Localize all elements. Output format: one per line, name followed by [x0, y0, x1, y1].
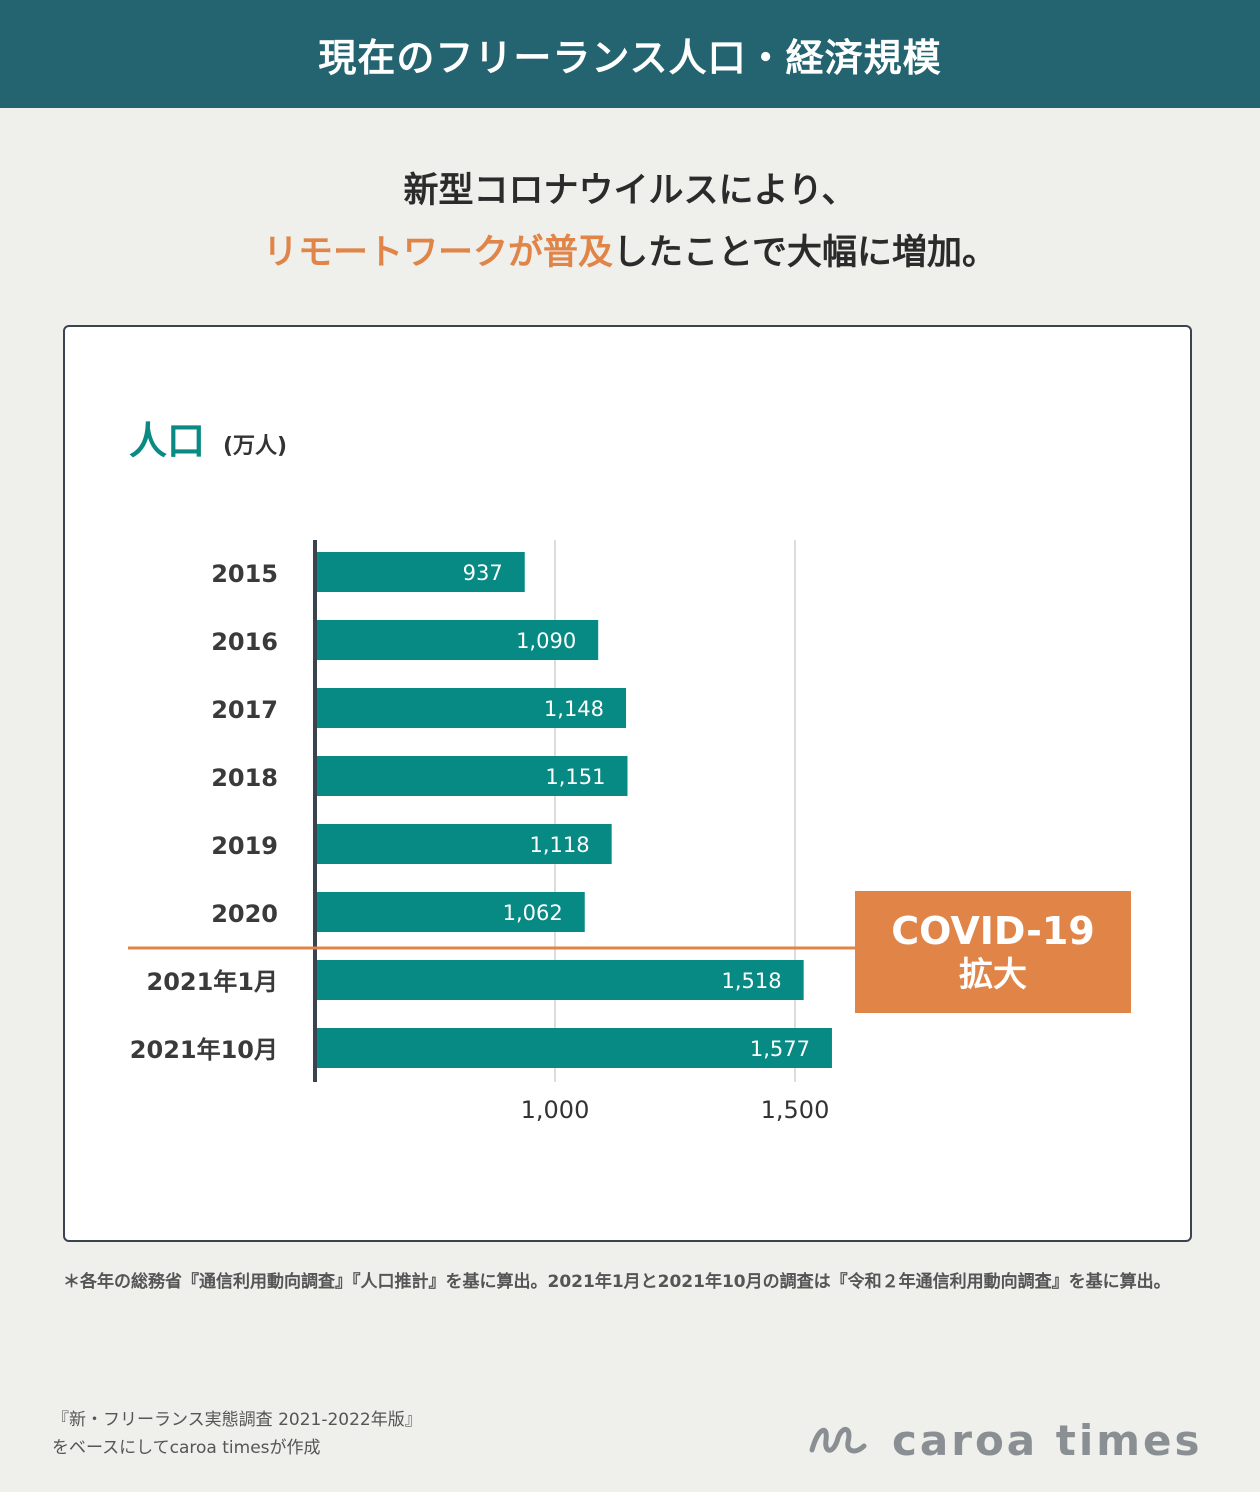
page-header: 現在のフリーランス人口・経済規模 — [0, 0, 1260, 108]
chart-title: 人口 — [129, 419, 206, 463]
category-label: 2017 — [211, 696, 278, 724]
bar-value-label: 937 — [463, 561, 503, 585]
bar-value-label: 1,148 — [544, 697, 604, 721]
bar-value-label: 1,062 — [503, 901, 563, 925]
source-credit-line-2: をベースにしてcaroa timesが作成 — [52, 1438, 321, 1458]
bar — [315, 824, 612, 864]
footnote: ＊各年の総務省『通信利用動向調査』『人口推計』を基に算出。2021年1月と202… — [63, 1272, 1171, 1292]
headline: 新型コロナウイルスにより、 リモートワークが普及したことで大幅に増加。 — [0, 160, 1260, 284]
bar — [315, 1028, 832, 1068]
category-label: 2015 — [211, 560, 278, 588]
source-credit: 『新・フリーランス実態調査 2021-2022年版』 をベースにしてcaroa … — [52, 1406, 422, 1462]
category-label: 2016 — [211, 628, 278, 656]
bar — [315, 688, 627, 728]
bar — [315, 620, 599, 660]
x-tick-label: 1,500 — [761, 1096, 830, 1124]
bar — [315, 960, 804, 1000]
bar-value-label: 1,118 — [530, 833, 590, 857]
bar-value-label: 1,577 — [750, 1037, 810, 1061]
bar — [315, 552, 525, 592]
category-label: 2021年1月 — [147, 968, 279, 996]
page-title: 現在のフリーランス人口・経済規模 — [318, 35, 942, 80]
category-label: 2019 — [211, 832, 278, 860]
logo-wordmark: caroa times — [892, 1415, 1203, 1465]
category-label: 2021年10月 — [130, 1036, 278, 1064]
category-label: 2020 — [211, 900, 278, 928]
headline-line-2: リモートワークが普及したことで大幅に増加。 — [0, 222, 1260, 284]
headline-line-1: 新型コロナウイルスにより、 — [403, 171, 857, 211]
source-credit-line-1: 『新・フリーランス実態調査 2021-2022年版』 — [52, 1410, 422, 1430]
covid-annotation-label: COVID-19 — [891, 909, 1095, 953]
bar — [315, 756, 628, 796]
caroa-mark-icon — [809, 1427, 867, 1454]
bar — [315, 892, 585, 932]
bar-value-label: 1,151 — [545, 765, 605, 789]
bar-value-label: 1,518 — [722, 969, 782, 993]
caroa-logo: caroa times — [808, 1410, 1203, 1470]
bar-value-label: 1,090 — [516, 629, 576, 653]
category-label: 2018 — [211, 764, 278, 792]
headline-rest: したことで大幅に増加。 — [613, 233, 997, 273]
covid-annotation-sublabel: 拡大 — [959, 955, 1027, 995]
x-tick-label: 1,000 — [521, 1096, 590, 1124]
covid-annotation: COVID-19 拡大 — [855, 891, 1131, 1013]
headline-highlight: リモートワークが普及 — [263, 233, 614, 273]
chart-unit: (万人) — [223, 434, 288, 459]
chart-card — [63, 325, 1192, 1242]
